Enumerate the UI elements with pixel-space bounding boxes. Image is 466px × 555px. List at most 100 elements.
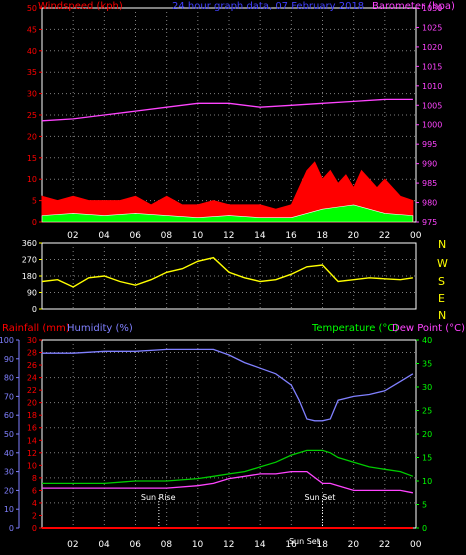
baro-y-tick-label: 995	[422, 140, 437, 149]
wind-y-tick-label: 15	[27, 154, 37, 163]
humidity-y-tick-label: 70	[4, 392, 14, 401]
dir-y-tick-label: 0	[32, 305, 37, 314]
baro-y-tick-label: 1020	[422, 43, 442, 52]
humidity-y-tick-label: 100	[0, 336, 14, 345]
wind-y-tick-label: 35	[27, 68, 37, 77]
gust-series-area	[41, 161, 414, 223]
barometer-axis-label: Barometer (hpa)	[372, 1, 455, 12]
wind-x-tick-label: 00	[410, 231, 422, 241]
temp-x-tick-label: 10	[192, 540, 204, 550]
temp-y-tick-label: 25	[422, 407, 432, 416]
rain-y-tick-label: 12	[27, 449, 37, 458]
temp-y-tick-label: 35	[422, 360, 432, 369]
rain-y-tick-label: 0	[32, 524, 37, 533]
humidity-axis-label: Humidity (%)	[67, 323, 133, 334]
dir-y-tick-label: 180	[22, 272, 37, 281]
humidity-y-tick-label: 0	[9, 524, 14, 533]
baro-y-tick-label: 1015	[422, 62, 442, 71]
humidity-series-line	[42, 348, 414, 422]
chart-title: 24 hour graph data, 07 February 2018	[172, 1, 364, 12]
temp-x-tick-label: 04	[98, 540, 110, 550]
baro-y-tick-label: 1025	[422, 23, 442, 32]
temp-x-tick-label: 08	[161, 540, 173, 550]
barometer-series-line	[41, 98, 413, 122]
temp-x-tick-label: 22	[379, 540, 390, 550]
wind-y-tick-label: 0	[32, 218, 37, 227]
wind-x-tick-label: 02	[67, 231, 78, 241]
dir-y-tick-label: 360	[22, 239, 37, 248]
temp-x-tick-label: 18	[317, 540, 329, 550]
wind-x-tick-label: 22	[379, 231, 390, 241]
rain-y-tick-label: 14	[27, 436, 37, 445]
compass-label-w: W	[437, 257, 448, 270]
temperature-series-line	[42, 449, 414, 485]
humidity-y-tick-label: 60	[4, 411, 14, 420]
rain-y-tick-label: 16	[27, 424, 37, 433]
wind-x-tick-label: 14	[254, 231, 266, 241]
rain-y-tick-label: 30	[27, 336, 37, 345]
sun-event-label: Sun Rise	[141, 493, 176, 502]
wind-y-tick-label: 45	[27, 25, 37, 34]
temp-y-tick-label: 0	[422, 524, 427, 533]
rain-y-tick-label: 26	[27, 361, 37, 370]
compass-label-s: S	[438, 275, 445, 288]
wind-x-tick-label: 16	[285, 231, 297, 241]
compass-label-n-top: N	[438, 238, 446, 251]
humidity-y-tick-label: 90	[4, 355, 14, 364]
baro-y-tick-label: 1005	[422, 101, 442, 110]
wind-series-area	[41, 204, 414, 223]
humidity-y-tick-label: 20	[4, 486, 14, 495]
rain-y-tick-label: 20	[27, 399, 37, 408]
temperature-axis-label: Temperature (°C)	[311, 323, 398, 334]
dew-point-series-line	[42, 470, 414, 494]
wind-y-tick-label: 30	[27, 90, 37, 99]
rain-y-tick-label: 4	[32, 499, 37, 508]
wind-x-tick-label: 04	[98, 231, 110, 241]
temp-y-tick-label: 15	[422, 454, 432, 463]
wind-x-tick-label: 06	[130, 231, 142, 241]
rain-y-tick-label: 2	[32, 511, 37, 520]
compass-label-e: E	[438, 292, 445, 305]
wind-x-tick-label: 08	[161, 231, 173, 241]
rain-y-tick-label: 28	[27, 349, 37, 358]
temp-x-tick-label: 02	[67, 540, 78, 550]
wind-x-tick-label: 12	[223, 231, 234, 241]
rainfall-axis-label: Rainfall (mm)	[2, 323, 70, 334]
wind-x-tick-label: 18	[317, 231, 329, 241]
wind-x-tick-label: 20	[348, 231, 360, 241]
temp-y-tick-label: 5	[422, 501, 427, 510]
wind-x-tick-label: 10	[192, 231, 204, 241]
sun-event-label: Sun Set	[305, 493, 336, 502]
wind-y-tick-label: 40	[27, 47, 37, 56]
baro-y-tick-label: 1010	[422, 82, 442, 91]
rain-y-tick-label: 18	[27, 411, 37, 420]
humidity-y-tick-label: 10	[4, 505, 14, 514]
temp-x-tick-label: 20	[348, 540, 360, 550]
rain-y-tick-label: 6	[32, 486, 37, 495]
wind-y-tick-label: 10	[27, 175, 37, 184]
dewpoint-axis-label: Dew Point (°C)	[392, 323, 465, 334]
wind-y-tick-label: 25	[27, 111, 37, 120]
temp-y-tick-label: 30	[422, 383, 432, 392]
rain-y-tick-label: 24	[27, 374, 37, 383]
compass-label-n-bottom: N	[438, 309, 446, 322]
humidity-y-tick-label: 30	[4, 468, 14, 477]
temp-y-tick-label: 40	[422, 336, 432, 345]
rain-y-tick-label: 8	[32, 474, 37, 483]
temp-x-tick-label: 14	[254, 540, 266, 550]
temp-x-tick-label: 16	[285, 540, 297, 550]
humidity-y-tick-label: 40	[4, 449, 14, 458]
baro-y-tick-label: 1030	[422, 4, 442, 13]
dir-y-tick-label: 270	[22, 256, 37, 265]
baro-y-tick-label: 975	[422, 218, 437, 227]
temp-x-tick-label: 06	[130, 540, 142, 550]
wind-y-tick-label: 50	[27, 4, 37, 13]
direction-series-line	[41, 256, 414, 288]
dir-y-tick-label: 90	[27, 289, 37, 298]
sun-event-label: Sun Set	[289, 537, 320, 546]
baro-y-tick-label: 1000	[422, 121, 442, 130]
wind-y-tick-label: 5	[32, 197, 37, 206]
temp-y-tick-label: 20	[422, 430, 432, 439]
